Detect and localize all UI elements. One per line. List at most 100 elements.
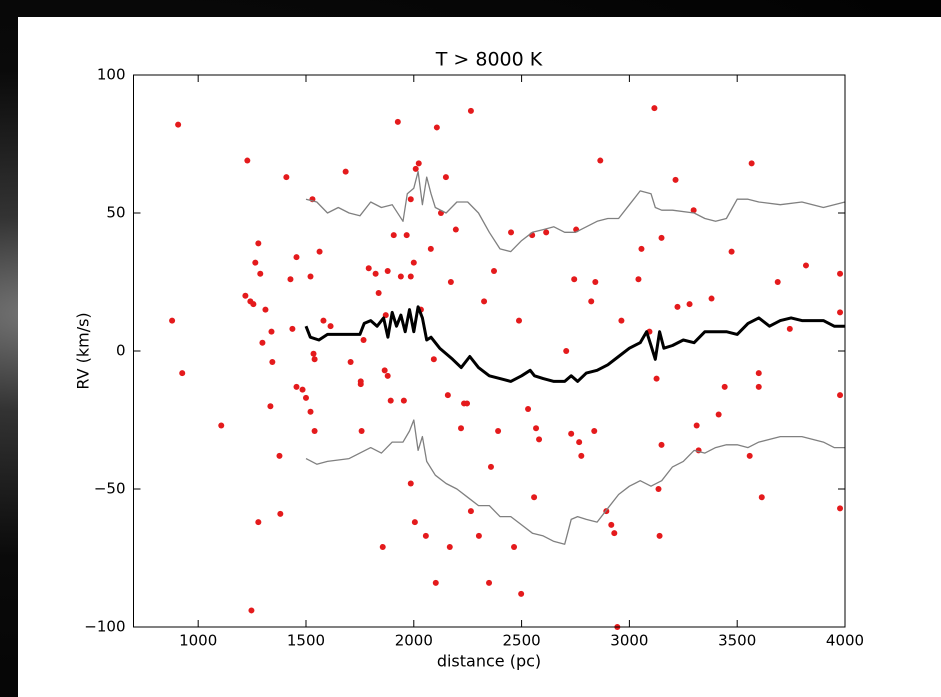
data-point [372,270,379,277]
x-axis-label: distance (pc) [437,652,541,671]
data-point [276,452,283,459]
data-point [277,510,284,517]
figure-panel [18,17,941,697]
data-point [802,262,809,269]
data-point [536,436,543,443]
data-point [490,267,497,274]
data-point [618,317,625,324]
data-point [531,494,538,501]
data-point [412,165,419,172]
data-point [755,370,762,377]
data-point [656,532,663,539]
line [305,170,846,253]
data-point [407,480,414,487]
data-point [430,356,437,363]
data-point [576,439,583,446]
data-point [289,325,296,332]
data-point [588,298,595,305]
data-point [252,259,259,266]
y-tick-label: −100 [84,618,125,636]
data-point [674,303,681,310]
data-point [347,359,354,366]
y-tick-label: 50 [106,204,125,222]
data-point [360,336,367,343]
data-point [379,543,386,550]
data-point [837,392,844,399]
data-point [365,265,372,272]
data-point [358,428,365,435]
data-point [748,160,755,167]
data-point [287,276,294,283]
data-point [269,359,276,366]
x-tick-label: 1000 [179,632,217,650]
data-point [837,505,844,512]
data-point [433,124,440,131]
data-point [715,411,722,418]
data-point [467,508,474,515]
data-point [721,383,728,390]
data-point [608,521,615,528]
data-point [411,519,418,526]
data-point [487,463,494,470]
data-point [475,532,482,539]
data-point [299,386,306,393]
line [304,305,845,383]
data-point [442,174,449,181]
data-point [774,279,781,285]
y-tick-label: 100 [97,66,126,84]
x-tick-label: 1500 [287,632,325,650]
data-point [175,121,182,128]
data-point [342,168,349,175]
data-point [444,392,451,399]
data-point [495,428,502,435]
data-point [533,425,540,432]
data-point [746,452,753,459]
data-point [690,207,697,214]
data-point [316,248,323,255]
data-point [327,323,334,330]
data-point [464,400,471,407]
data-point [384,267,391,274]
data-point [262,306,269,313]
data-point [432,579,439,586]
data-point [728,248,735,255]
data-point [375,290,382,297]
y-tick-label: 0 [116,342,126,360]
data-point [508,229,515,236]
data-point [311,428,318,435]
data-point [384,372,391,379]
data-point [283,174,290,181]
data-point [407,273,414,280]
data-point [708,295,715,302]
data-point [381,367,388,374]
data-point [427,245,434,252]
chart-title: T > 8000 K [435,49,543,71]
data-point [592,279,599,285]
data-point [387,397,394,404]
data-point [486,579,493,586]
data-point [397,273,404,280]
data-point [518,590,525,597]
data-point [452,226,459,233]
plot-frame [133,74,846,628]
data-point [169,317,176,324]
data-point [403,232,410,239]
line [305,419,845,545]
x-tick-label: 3500 [718,632,756,650]
data-point [755,383,762,390]
data-point [267,403,274,410]
data-point [250,301,257,308]
x-tick-label: 2000 [395,632,433,650]
data-point [422,532,429,539]
data-point [837,270,844,277]
data-point [651,105,658,112]
data-point [511,543,518,550]
data-point [255,519,262,526]
data-point [310,350,317,357]
data-point [410,259,417,266]
data-point [302,394,309,401]
data-point [597,157,604,164]
data-point [268,328,275,335]
data-point [563,348,570,354]
